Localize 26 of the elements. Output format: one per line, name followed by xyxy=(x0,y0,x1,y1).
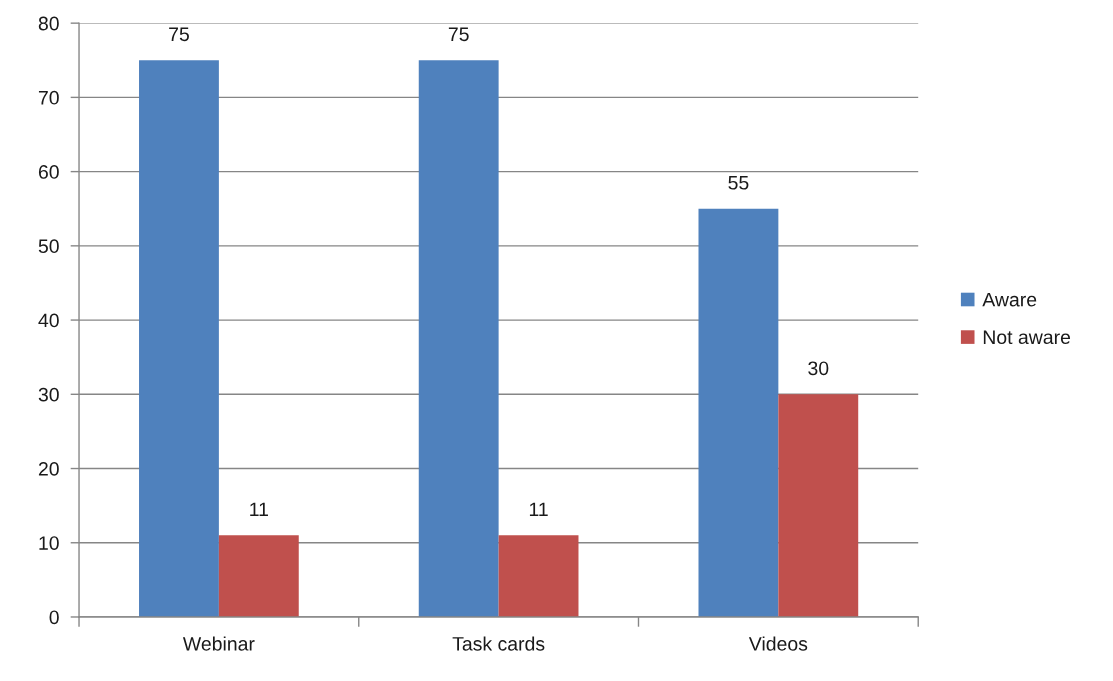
data-label: 75 xyxy=(169,27,189,42)
x-tick-label: Task cards xyxy=(452,636,545,651)
legend-label: Aware xyxy=(982,292,1037,307)
bar xyxy=(498,535,579,617)
y-tick-label: 80 xyxy=(38,16,59,31)
data-label: 11 xyxy=(529,502,548,517)
bar xyxy=(418,60,499,617)
y-tick-label: 0 xyxy=(49,610,59,625)
data-label: 75 xyxy=(448,27,469,42)
bar xyxy=(778,394,859,617)
y-tick-label: 60 xyxy=(38,165,59,179)
y-tick-label: 30 xyxy=(38,387,59,402)
bar xyxy=(218,535,299,617)
bar xyxy=(139,60,219,617)
data-label: 55 xyxy=(728,176,749,190)
y-tick-label: 10 xyxy=(39,536,59,550)
data-label: 30 xyxy=(808,361,829,376)
y-tick-label: 20 xyxy=(38,462,59,476)
data-label: 11 xyxy=(250,502,268,517)
y-tick-label: 70 xyxy=(38,90,59,105)
x-tick-label: Webinar xyxy=(182,636,255,651)
x-tick-label: Videos xyxy=(748,636,808,651)
y-tick-label: 50 xyxy=(38,239,59,254)
y-tick-label: 40 xyxy=(38,313,59,328)
bar xyxy=(698,208,779,617)
legend-label: Not aware xyxy=(983,330,1071,345)
